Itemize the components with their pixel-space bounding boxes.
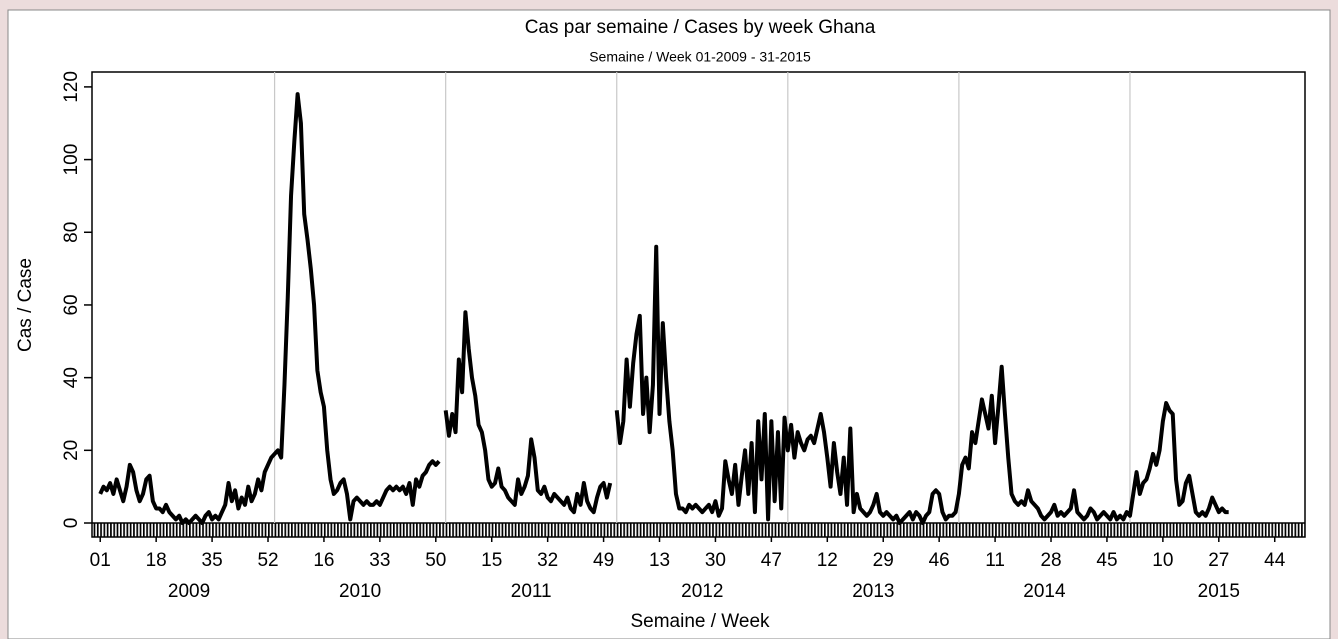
x-tick-label: 46 xyxy=(929,550,950,571)
y-tick-label: 60 xyxy=(61,294,82,315)
year-label: 2015 xyxy=(1198,581,1240,602)
x-tick-label: 10 xyxy=(1152,550,1173,571)
chart-panel xyxy=(7,9,1331,639)
y-tick-label: 0 xyxy=(61,518,82,529)
data-line xyxy=(98,92,1229,526)
chart-subtitle: Semaine / Week 01-2009 - 31-2015 xyxy=(589,49,811,65)
x-tick-label: 28 xyxy=(1040,550,1061,571)
x-tick-label: 44 xyxy=(1264,550,1286,571)
x-tick-label: 30 xyxy=(705,550,726,571)
x-tick-label: 50 xyxy=(425,550,446,571)
x-tick-label: 35 xyxy=(202,550,223,571)
x-tick-label: 15 xyxy=(481,550,502,571)
year-label: 2012 xyxy=(681,581,723,602)
minor-ticks xyxy=(92,523,1305,537)
year-label: 2009 xyxy=(168,581,210,602)
y-tick-label: 20 xyxy=(61,440,82,461)
year-label: 2014 xyxy=(1023,581,1066,602)
year-label: 2011 xyxy=(511,581,552,602)
y-tick-label: 100 xyxy=(61,144,82,176)
x-tick-label: 32 xyxy=(537,550,558,571)
x-tick-label: 12 xyxy=(817,550,838,571)
chart-title: Cas par semaine / Cases by week Ghana xyxy=(525,17,876,38)
x-axis-label: Semaine / Week xyxy=(630,611,770,632)
x-tick-label: 52 xyxy=(257,550,278,571)
x-tick-label: 33 xyxy=(369,550,390,571)
y-tick-label: 40 xyxy=(61,367,82,388)
y-axis-label: Cas / Case xyxy=(15,258,36,352)
x-tick-label: 11 xyxy=(985,550,1005,571)
x-tick-label: 13 xyxy=(649,550,670,571)
x-tick-label: 18 xyxy=(146,550,167,571)
x-tick-label: 16 xyxy=(313,550,334,571)
x-tick-label: 01 xyxy=(90,550,111,571)
y-tick-label: 120 xyxy=(61,71,82,103)
x-tick-label: 27 xyxy=(1208,550,1229,571)
x-tick-label: 49 xyxy=(593,550,614,571)
x-tick-label: 29 xyxy=(873,550,894,571)
year-label: 2010 xyxy=(339,581,381,602)
year-label: 2013 xyxy=(852,581,894,602)
x-tick-label: 45 xyxy=(1096,550,1117,571)
x-tick-label: 47 xyxy=(761,550,782,571)
y-tick-label: 80 xyxy=(61,222,82,243)
